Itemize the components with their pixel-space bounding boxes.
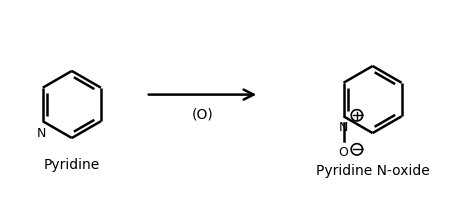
Text: (O): (O) [191, 107, 213, 121]
Text: N: N [37, 127, 46, 140]
Text: Pyridine N-oxide: Pyridine N-oxide [316, 164, 429, 178]
Text: Pyridine: Pyridine [44, 158, 100, 172]
Text: N: N [339, 121, 348, 134]
Text: O: O [338, 146, 348, 159]
